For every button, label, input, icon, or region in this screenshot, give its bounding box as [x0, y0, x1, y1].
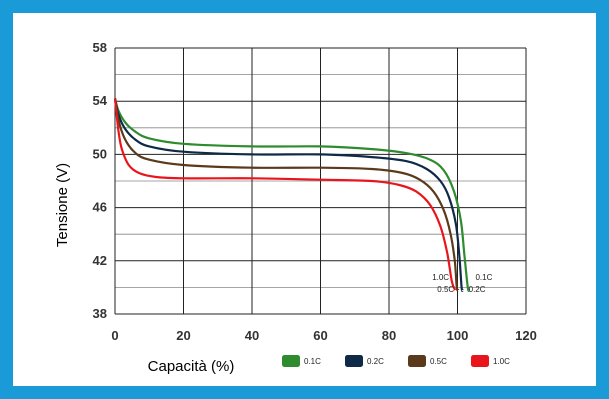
- series-line: [113, 98, 457, 291]
- x-tick-label: 40: [245, 328, 259, 343]
- x-tick-label: 0: [111, 328, 118, 343]
- legend-swatch: [345, 355, 363, 367]
- x-tick-label: 20: [176, 328, 190, 343]
- discharge-chart: 0 20 40 60 80 100 120 38 42 46 50 54 58 0.1C 0.2C 0.5C…: [54, 40, 537, 375]
- grid-lines: [114, 47, 527, 315]
- x-axis-title: Capacità (%): [148, 358, 235, 375]
- x-tick-label: 60: [313, 328, 327, 343]
- chart-panel: 0 20 40 60 80 100 120 38 42 46 50 54 58 0.1C 0.2C 0.5C…: [13, 13, 596, 386]
- y-tick-label: 54: [93, 93, 108, 108]
- series-end-label: 0.1C: [475, 273, 492, 282]
- series-end-label: 0.5C: [437, 285, 454, 294]
- end-labels: 0.1C 0.2C 0.5C 1.0C: [432, 273, 492, 294]
- legend-label: 1.0C: [493, 357, 510, 366]
- legend-label: 0.2C: [367, 357, 384, 366]
- series-line: [113, 98, 471, 292]
- y-tick-label: 58: [93, 40, 107, 55]
- legend-swatch: [282, 355, 300, 367]
- y-tick-label: 46: [93, 200, 107, 215]
- series-line: [113, 98, 464, 292]
- y-tick-label: 50: [93, 146, 107, 161]
- x-tick-label: 120: [515, 328, 537, 343]
- legend-swatch: [471, 355, 489, 367]
- y-axis-title: Tensione (V): [54, 163, 71, 247]
- y-tick-label: 42: [93, 253, 107, 268]
- tick-labels: 0 20 40 60 80 100 120 38 42 46 50 54 58: [93, 40, 537, 343]
- y-tick-label: 38: [93, 306, 107, 321]
- series-line: [113, 98, 460, 292]
- x-tick-label: 80: [382, 328, 396, 343]
- legend-swatch: [408, 355, 426, 367]
- legend-label: 0.5C: [430, 357, 447, 366]
- series-end-label: 1.0C: [432, 273, 449, 282]
- x-tick-label: 100: [447, 328, 469, 343]
- series-lines: [113, 98, 471, 292]
- series-end-label: 0.2C: [469, 285, 486, 294]
- legend-label: 0.1C: [304, 357, 321, 366]
- legend: 0.1C 0.2C 0.5C 1.0C: [282, 355, 510, 367]
